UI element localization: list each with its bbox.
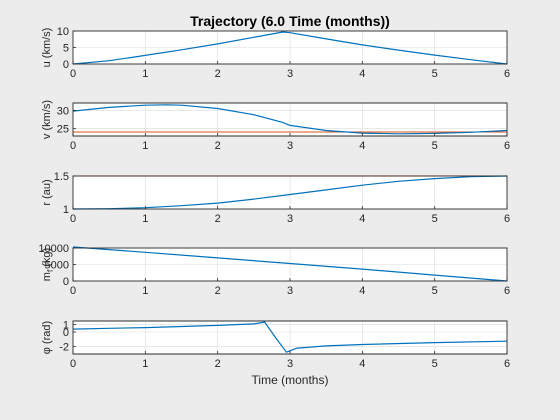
- y-axis-label: φ (rad): [41, 321, 53, 354]
- x-tick-label: 2: [215, 358, 221, 370]
- x-tick-label: 0: [70, 68, 76, 80]
- x-tick-label: 4: [359, 285, 365, 297]
- x-tick-label: 5: [432, 285, 438, 297]
- y-axis-label: mf (kg): [41, 248, 55, 281]
- x-axis-label: Time (months): [252, 373, 329, 387]
- x-tick-label: 2: [215, 68, 221, 80]
- subplot-2: 0 1 2 3 4 5 6 25 30 v (km/s): [41, 100, 510, 152]
- x-tick-label: 4: [359, 358, 365, 370]
- x-tick-label: 3: [287, 140, 293, 152]
- x-tick-label: 2: [215, 285, 221, 297]
- x-tick-label: 2: [215, 213, 221, 225]
- x-tick-label: 4: [359, 68, 365, 80]
- x-tick-label: 0: [70, 285, 76, 297]
- x-tick-label: 6: [504, 358, 510, 370]
- x-tick-label: 6: [504, 285, 510, 297]
- x-tick-label: 4: [359, 140, 365, 152]
- x-tick-label: 1: [142, 68, 148, 80]
- y-axis-label: r (au): [41, 179, 53, 205]
- x-tick-label: 1: [142, 213, 148, 225]
- y-axis-label: u (km/s): [41, 28, 53, 68]
- x-tick-label: 1: [142, 358, 148, 370]
- figure-title: Trajectory (6.0 Time (months)): [190, 13, 390, 29]
- y-tick-label: 0: [63, 276, 69, 288]
- series-line: [72, 246, 508, 282]
- x-tick-label: 1: [142, 285, 148, 297]
- x-tick-label: 3: [287, 68, 293, 80]
- x-tick-label: 5: [432, 140, 438, 152]
- x-tick-label: 0: [70, 213, 76, 225]
- series-line: [72, 31, 508, 65]
- y-tick-label: -2: [59, 342, 69, 354]
- x-tick-label: 3: [287, 358, 293, 370]
- y-tick-label: 1: [63, 320, 69, 332]
- y-tick-label: 30: [57, 105, 69, 117]
- y-tick-label: 5000: [45, 260, 69, 272]
- y-tick-label: 25: [57, 124, 69, 136]
- series-line: [72, 104, 508, 135]
- x-tick-label: 5: [432, 358, 438, 370]
- x-tick-label: 5: [432, 68, 438, 80]
- x-tick-label: 4: [359, 213, 365, 225]
- x-tick-label: 3: [287, 213, 293, 225]
- y-axis-label: v (km/s): [41, 100, 53, 139]
- x-tick-label: 5: [432, 213, 438, 225]
- x-tick-label: 0: [70, 140, 76, 152]
- y-tick-label: 0: [63, 59, 69, 71]
- y-tick-label: 5: [63, 43, 69, 55]
- y-tick-label: 0: [63, 327, 69, 339]
- y-tick-label: 10: [57, 26, 69, 38]
- x-tick-label: 0: [70, 358, 76, 370]
- x-tick-label: 6: [504, 140, 510, 152]
- x-tick-label: 3: [287, 285, 293, 297]
- x-tick-label: 6: [504, 68, 510, 80]
- subplot-1: 0 1 2 3 4 5 6 0 5 10 u (km/s): [41, 26, 510, 80]
- subplot-3: 0 1 2 3 4 5 611.5r (au): [41, 171, 510, 225]
- x-tick-label: 6: [504, 213, 510, 225]
- y-tick-label: 10000: [38, 243, 69, 255]
- series-line: [72, 321, 508, 353]
- y-tick-label: 1: [63, 204, 69, 216]
- y-tick-label: 1.5: [54, 171, 69, 183]
- x-tick-label: 1: [142, 140, 148, 152]
- x-tick-label: 2: [215, 140, 221, 152]
